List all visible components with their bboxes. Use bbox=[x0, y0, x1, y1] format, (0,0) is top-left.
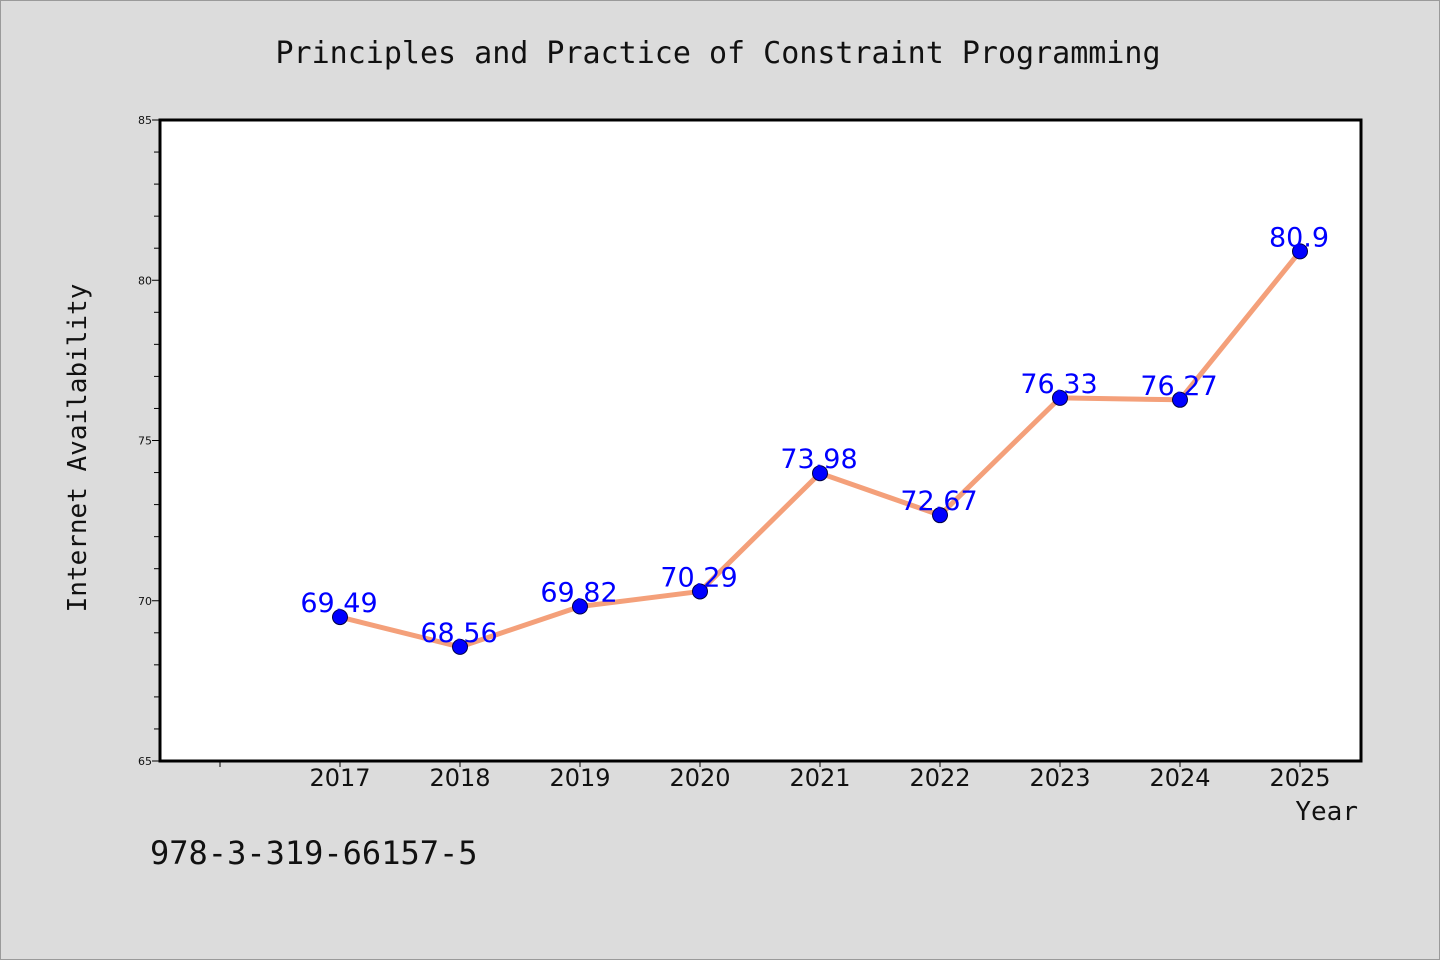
x-tick-label: 2017 bbox=[309, 764, 370, 792]
chart-title: Principles and Practice of Constraint Pr… bbox=[275, 36, 1160, 71]
x-tick-label: 2025 bbox=[1269, 764, 1330, 792]
y-axis-label: Internet Availability bbox=[63, 284, 93, 613]
data-label: 80.9 bbox=[1269, 222, 1329, 253]
x-tick-label: 2019 bbox=[549, 764, 610, 792]
data-label: 76.33 bbox=[1020, 369, 1097, 400]
data-point bbox=[332, 609, 348, 626]
data-point bbox=[1172, 391, 1188, 408]
y-tick-label: 70 bbox=[138, 595, 152, 608]
data-point bbox=[932, 507, 948, 524]
y-tick-label: 85 bbox=[138, 114, 152, 127]
y-tick-label: 80 bbox=[138, 274, 152, 287]
x-tick-label: 2021 bbox=[789, 764, 850, 792]
data-markers bbox=[332, 243, 1308, 655]
data-point bbox=[812, 465, 828, 482]
x-tick-label: 2018 bbox=[429, 764, 490, 792]
x-tick-label: 2023 bbox=[1029, 764, 1090, 792]
y-tick-label: 75 bbox=[138, 435, 152, 448]
data-label: 69.49 bbox=[300, 588, 377, 619]
x-tick-label: 2020 bbox=[669, 764, 730, 792]
data-label: 73.98 bbox=[780, 444, 857, 475]
x-axis-label: Year bbox=[1295, 797, 1358, 827]
data-point bbox=[572, 598, 588, 615]
plot-area bbox=[158, 118, 1363, 763]
data-labels: 69.49 68.56 69.82 70.29 73.98 72.67 76.33 76.27… bbox=[300, 222, 1329, 648]
data-label: 68.56 bbox=[420, 618, 497, 649]
y-axis: 65 70 75 80 85 bbox=[138, 114, 160, 768]
data-point bbox=[1292, 243, 1308, 260]
x-tick-label: 2022 bbox=[909, 764, 970, 792]
data-label: 69.82 bbox=[540, 578, 617, 609]
data-label: 72.67 bbox=[900, 486, 977, 517]
x-tick-label: 2024 bbox=[1149, 764, 1210, 792]
data-label: 70.29 bbox=[660, 562, 737, 593]
footer-isbn: 978-3-319-66157-5 bbox=[150, 834, 478, 872]
data-point bbox=[692, 583, 708, 600]
x-axis: 2017 2018 2019 2020 2021 2022 2023 2024 2025 bbox=[219, 761, 1331, 792]
data-label: 76.27 bbox=[1140, 371, 1217, 402]
data-point bbox=[452, 638, 468, 655]
data-point bbox=[1052, 389, 1068, 406]
y-tick-label: 65 bbox=[138, 755, 152, 768]
